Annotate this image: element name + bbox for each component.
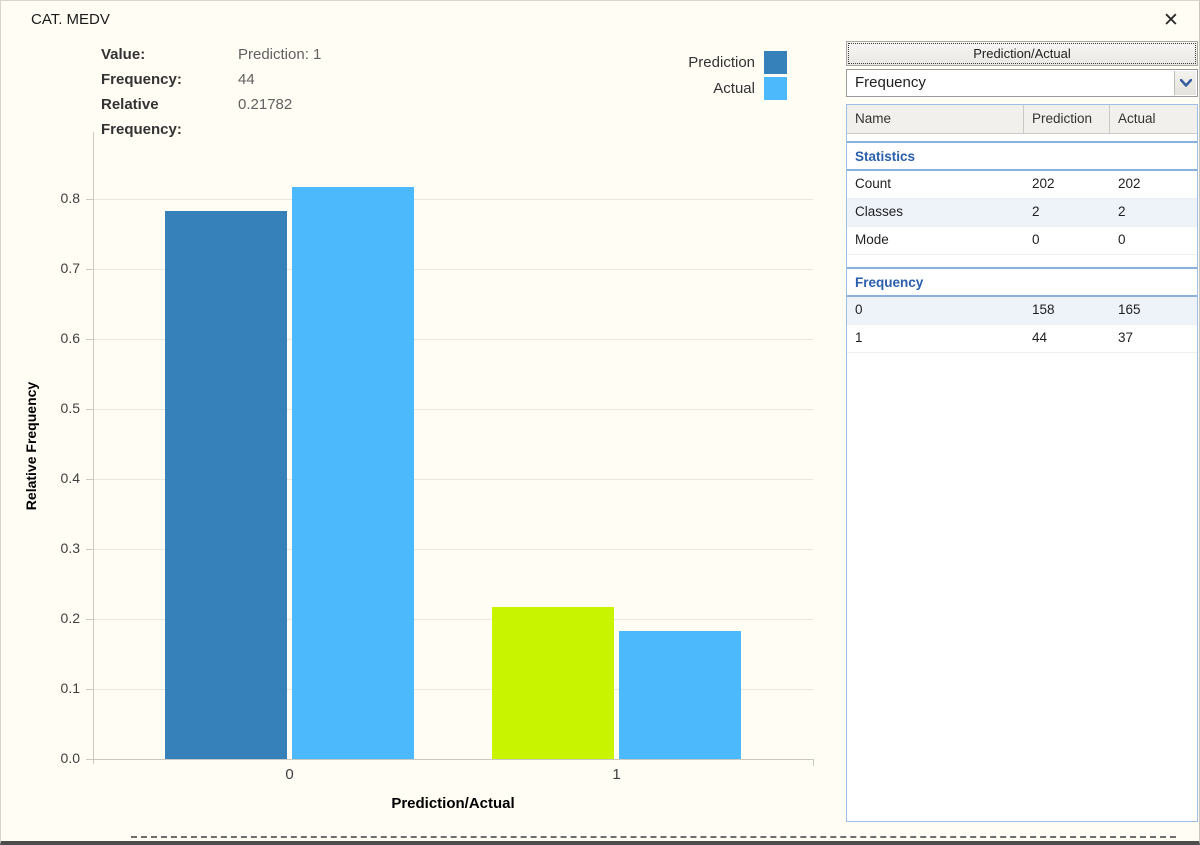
y-tick <box>86 549 93 550</box>
cell-name: 1 <box>855 330 863 345</box>
y-tick-label: 0.2 <box>60 610 80 626</box>
x-tick-label: 0 <box>285 766 294 783</box>
table-body: Statistics Count 202 202 Classes 2 2 Mode 0 0 Freq… <box>847 141 1197 353</box>
legend-swatch <box>764 51 787 74</box>
table-header-row: Name Prediction Actual <box>847 105 1197 134</box>
y-tick <box>86 479 93 480</box>
frequency-dropdown[interactable]: Frequency <box>846 69 1198 97</box>
cell-actual: 2 <box>1118 204 1126 219</box>
y-tick <box>86 339 93 340</box>
info-row-frequency: Frequency: 44 <box>101 67 321 92</box>
statistics-table: Name Prediction Actual Statistics Count 20… <box>846 104 1198 822</box>
bar-actual-0[interactable] <box>292 187 414 759</box>
y-gridline <box>94 479 813 480</box>
y-tick-label: 0.3 <box>60 540 80 556</box>
x-axis-line <box>93 759 814 760</box>
table-row[interactable]: Mode 0 0 <box>847 227 1197 255</box>
cell-actual: 165 <box>1118 302 1141 317</box>
cell-prediction: 2 <box>1032 204 1040 219</box>
window-title: CAT. MEDV <box>31 11 110 28</box>
bottom-dashed-divider <box>131 836 1176 838</box>
y-axis-title: Relative Frequency <box>23 381 39 510</box>
y-gridline <box>94 339 813 340</box>
bar-actual-1[interactable] <box>619 630 741 759</box>
close-icon[interactable]: ✕ <box>1163 10 1179 31</box>
hover-info: Value: Prediction: 1 Frequency: 44 Relat… <box>101 42 321 138</box>
info-value: 44 <box>238 71 255 88</box>
x-axis-end-tick <box>813 759 814 766</box>
y-tick-label: 0.6 <box>60 330 80 346</box>
dropdown-selected-value: Frequency <box>855 74 926 91</box>
legend-item-prediction: Prediction <box>561 51 787 74</box>
x-axis-title: Prediction/Actual <box>391 795 515 812</box>
y-tick-label: 0.7 <box>60 260 80 276</box>
cell-name: 0 <box>855 302 863 317</box>
y-gridline <box>94 409 813 410</box>
cell-name: Mode <box>855 232 889 247</box>
table-row[interactable]: 0 158 165 <box>847 297 1197 325</box>
y-gridline <box>94 549 813 550</box>
cell-prediction: 202 <box>1032 176 1055 191</box>
cell-prediction: 44 <box>1032 330 1048 345</box>
y-tick-label: 0.8 <box>60 190 80 206</box>
cell-name: Count <box>855 176 892 191</box>
cell-prediction: 0 <box>1032 232 1040 247</box>
y-gridline <box>94 269 813 270</box>
y-tick-label: 0.1 <box>60 680 80 696</box>
chevron-down-icon[interactable] <box>1174 71 1196 95</box>
cell-actual: 0 <box>1118 232 1126 247</box>
y-tick <box>86 199 93 200</box>
group-header-statistics: Statistics <box>847 141 1197 171</box>
y-tick <box>86 619 93 620</box>
info-label: Frequency: <box>101 71 182 88</box>
bar-prediction-0[interactable] <box>165 211 287 759</box>
group-header-frequency: Frequency <box>847 267 1197 297</box>
x-tick-label: 1 <box>612 766 621 783</box>
y-tick-label: 0.0 <box>60 750 80 766</box>
info-label: Value: <box>101 46 146 63</box>
y-axis-line <box>93 132 94 764</box>
legend-label: Prediction <box>688 54 755 71</box>
prediction-actual-button[interactable]: Prediction/Actual <box>846 41 1198 66</box>
info-row-relative-frequency: Relative Frequency: 0.21782 <box>101 92 321 138</box>
y-gridline <box>94 619 813 620</box>
y-tick-label: 0.4 <box>60 470 80 486</box>
chart-legend: Prediction Actual <box>561 51 787 103</box>
table-row[interactable]: Classes 2 2 <box>847 199 1197 227</box>
info-label: Relative Frequency: <box>101 96 182 138</box>
cell-name: Classes <box>855 204 904 219</box>
info-value: Prediction: 1 <box>238 46 322 63</box>
cell-actual: 37 <box>1118 330 1134 345</box>
legend-label: Actual <box>713 80 755 97</box>
y-tick-label: 0.5 <box>60 400 80 416</box>
y-tick <box>86 269 93 270</box>
y-tick <box>86 759 93 760</box>
table-row[interactable]: 1 44 37 <box>847 325 1197 353</box>
legend-swatch <box>764 77 787 100</box>
info-row-value: Value: Prediction: 1 <box>101 42 321 67</box>
column-header-name[interactable]: Name <box>847 105 1024 133</box>
info-value: 0.21782 <box>238 96 293 113</box>
column-header-prediction[interactable]: Prediction <box>1024 105 1110 133</box>
legend-item-actual: Actual <box>561 77 787 100</box>
table-row[interactable]: Count 202 202 <box>847 171 1197 199</box>
cell-actual: 202 <box>1118 176 1141 191</box>
y-tick <box>86 409 93 410</box>
cell-prediction: 158 <box>1032 302 1055 317</box>
bar-prediction-1[interactable] <box>492 606 614 759</box>
column-header-actual[interactable]: Actual <box>1118 111 1156 126</box>
y-gridline <box>94 199 813 200</box>
y-gridline <box>94 689 813 690</box>
y-tick <box>86 689 93 690</box>
